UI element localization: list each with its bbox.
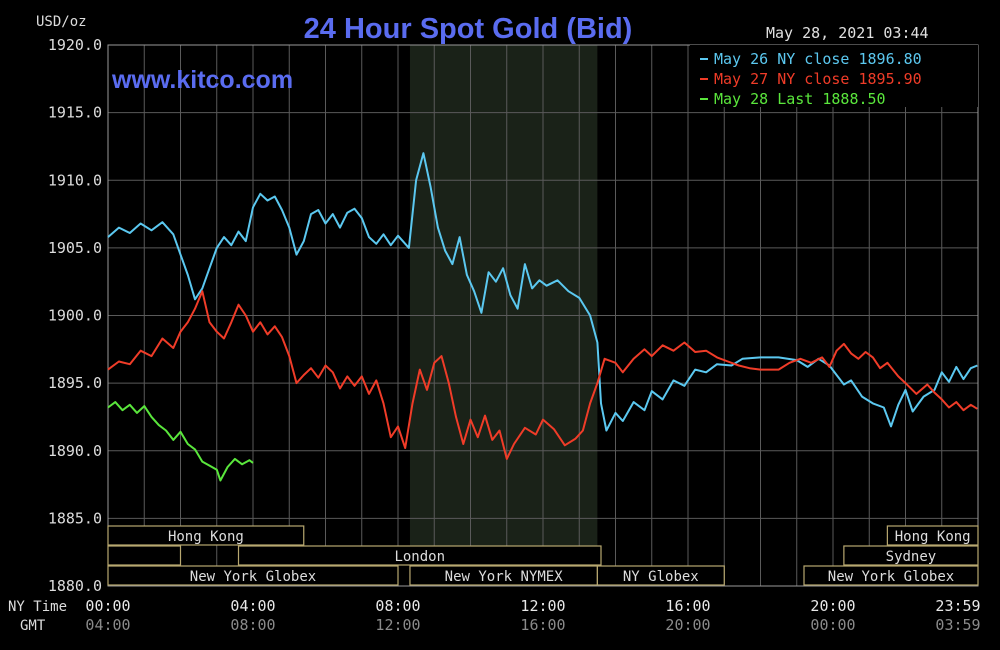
x-tick-label-ny: 16:00 — [665, 597, 710, 615]
session-label: New York Globex — [828, 569, 954, 585]
legend-entry: May 28 Last 1888.50 — [714, 90, 886, 108]
session-label: Hong Kong — [895, 529, 971, 545]
y-tick-label: 1895.0 — [48, 374, 102, 392]
y-tick-label: 1880.0 — [48, 577, 102, 595]
x-tick-label-gmt: 12:00 — [375, 616, 420, 634]
session-bar — [886, 525, 979, 546]
x-tick-label-gmt: 16:00 — [520, 616, 565, 634]
y-tick-label: 1910.0 — [48, 171, 102, 189]
chart-title: 24 Hour Spot Gold (Bid) — [304, 13, 633, 45]
y-tick-label: 1885.0 — [48, 509, 102, 527]
session-bar — [237, 545, 602, 566]
x-tick-label-gmt: 08:00 — [230, 616, 275, 634]
session-label: NY Globex — [623, 569, 699, 585]
legend-background — [690, 45, 978, 107]
y-tick-label: 1890.0 — [48, 442, 102, 460]
session-bar — [107, 545, 182, 566]
y-tick-label: 1900.0 — [48, 307, 102, 325]
series-line — [107, 152, 978, 432]
y-axis-ticks: 1920.0 1915.0 1910.0 1905.0 1900.0 1895.0 1890… — [48, 36, 102, 595]
y-tick-label: 1920.0 — [48, 36, 102, 54]
website-label: www.kitco.com — [111, 66, 293, 94]
x-tick-label-gmt: 00:00 — [810, 616, 855, 634]
session-label: New York Globex — [190, 569, 316, 585]
x-tick-label-gmt: 20:00 — [665, 616, 710, 634]
x-axis-ticks: 00:00 04:00 08:00 12:00 16:00 20:00 23:5904:00… — [85, 597, 980, 634]
y-tick-label: 1905.0 — [48, 239, 102, 257]
legend: May 26 NY close 1896.80 May 27 NY close 1… — [700, 50, 922, 108]
x-tick-label-ny: 23:59 — [935, 597, 980, 615]
session-bar — [803, 565, 979, 586]
series-line — [107, 401, 254, 482]
grid-lines — [107, 44, 979, 587]
x-tick-label-ny: 12:00 — [520, 597, 565, 615]
gmt-label: GMT — [20, 618, 46, 634]
session-bar — [843, 545, 979, 566]
x-tick-label-ny: 00:00 — [85, 597, 130, 615]
session-bar — [596, 565, 725, 586]
x-tick-label-ny: 20:00 — [810, 597, 855, 615]
x-tick-label-gmt: 04:00 — [85, 616, 130, 634]
session-label: Sydney — [886, 549, 937, 565]
session-bar — [107, 565, 399, 586]
session-bar — [107, 525, 305, 546]
y-axis-label: USD/oz — [36, 14, 87, 30]
x-tick-label-ny: 08:00 — [375, 597, 420, 615]
session-label: London — [394, 549, 445, 565]
ny-time-label: NY Time — [8, 599, 67, 615]
timestamp: May 28, 2021 03:44 — [766, 24, 929, 42]
x-tick-label-ny: 04:00 — [230, 597, 275, 615]
series-line — [107, 290, 978, 460]
y-tick-label: 1915.0 — [48, 104, 102, 122]
trading-sessions: Hong Kong London New York Globex New York N… — [107, 525, 979, 586]
x-tick-label-gmt: 03:59 — [935, 616, 980, 634]
plot-frame — [107, 44, 979, 587]
legend-entry: May 27 NY close 1895.90 — [714, 70, 922, 88]
price-series — [107, 152, 978, 482]
session-label: Hong Kong — [168, 529, 244, 545]
legend-entry: May 26 NY close 1896.80 — [714, 50, 922, 68]
session-label: New York NYMEX — [445, 569, 564, 585]
